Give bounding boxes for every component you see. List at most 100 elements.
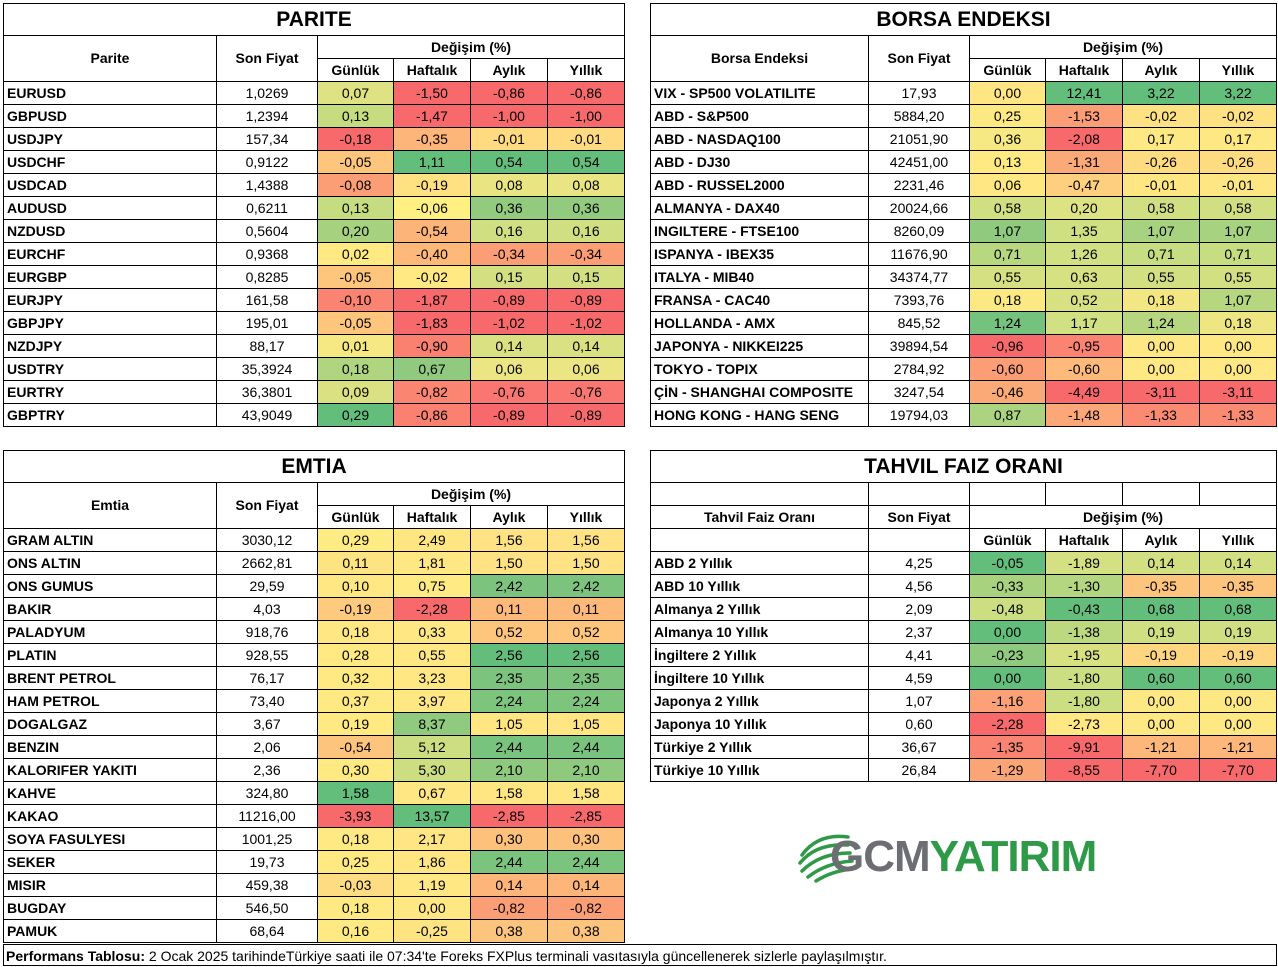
change-cell: -0,02 — [1199, 104, 1277, 128]
row-price: 36,67 — [868, 735, 970, 759]
col-name-header: Tahvil Faiz Oranı — [650, 505, 869, 529]
row-price: 35,3924 — [216, 357, 318, 381]
row-name: TOKYO - TOPIX — [650, 357, 869, 381]
row-price: 88,17 — [216, 334, 318, 358]
row-name: ISPANYA - IBEX35 — [650, 242, 869, 266]
emtia-panel: EMTIA Emtia Son Fiyat Değişim (%) Günlük… — [3, 450, 625, 943]
table-row: KAHVE 324,80 1,58 0,67 1,58 1,58 — [3, 781, 625, 805]
row-name: ABD 10 Yıllık — [650, 574, 869, 598]
row-name: SEKER — [3, 850, 217, 874]
tahvil-table: TAHVIL FAIZ ORANI Tahvil Faiz Oranı Son … — [650, 450, 1277, 782]
change-cell: -1,00 — [470, 104, 548, 128]
change-cell: 0,29 — [317, 528, 394, 552]
row-name: PAMUK — [3, 919, 217, 943]
logo-yatirim-text: YATIRIM — [929, 832, 1098, 881]
change-cell: -0,95 — [1045, 334, 1123, 358]
change-cell: -1,95 — [1045, 643, 1123, 667]
change-cell: -0,01 — [1122, 173, 1200, 197]
change-cell: 0,38 — [547, 919, 625, 943]
change-cell: 1,35 — [1045, 219, 1123, 243]
change-cell: -9,91 — [1045, 735, 1123, 759]
period-header: Haftalık — [393, 505, 471, 529]
change-cell: 0,71 — [1199, 242, 1277, 266]
change-cell: 0,19 — [1199, 620, 1277, 644]
change-cell: 12,41 — [1045, 81, 1123, 105]
row-price: 39894,54 — [868, 334, 970, 358]
row-name: USDCAD — [3, 173, 217, 197]
change-cell: -0,86 — [393, 403, 471, 427]
change-cell: 0,09 — [317, 380, 394, 404]
change-cell: -4,49 — [1045, 380, 1123, 404]
table-row: GBPJPY 195,01 -0,05 -1,83 -1,02 -1,02 — [3, 311, 625, 335]
row-price: 26,84 — [868, 758, 970, 782]
row-name: MISIR — [3, 873, 217, 897]
change-cell: -2,85 — [547, 804, 625, 828]
change-cell: 0,20 — [1045, 196, 1123, 220]
change-cell: 0,33 — [393, 620, 471, 644]
change-cell: -1,38 — [1045, 620, 1123, 644]
table-row: USDCAD 1,4388 -0,08 -0,19 0,08 0,08 — [3, 173, 625, 197]
change-cell: 1,07 — [1122, 219, 1200, 243]
change-cell: 0,16 — [470, 219, 548, 243]
table-row: BAKIR 4,03 -0,19 -2,28 0,11 0,11 — [3, 597, 625, 621]
table-row: INGILTERE - FTSE100 8260,09 1,07 1,35 1,07 1,… — [650, 219, 1277, 243]
borsa-table: BORSA ENDEKSI Borsa Endeksi Son Fiyat De… — [650, 3, 1277, 427]
table-row: HONG KONG - HANG SENG 19794,03 0,87 -1,48 -1… — [650, 403, 1277, 427]
row-name: HONG KONG - HANG SENG — [650, 403, 869, 427]
change-cell: -0,26 — [1122, 150, 1200, 174]
change-cell: -0,60 — [1045, 357, 1123, 381]
change-cell: 2,10 — [547, 758, 625, 782]
change-cell: 0,60 — [1122, 666, 1200, 690]
change-cell: 0,58 — [1199, 196, 1277, 220]
row-price: 36,3801 — [216, 380, 318, 404]
change-cell: 0,07 — [317, 81, 394, 105]
row-price: 918,76 — [216, 620, 318, 644]
row-name: SOYA FASULYESI — [3, 827, 217, 851]
change-cell: -0,33 — [969, 574, 1046, 598]
change-cell: -1,48 — [1045, 403, 1123, 427]
change-cell: -0,76 — [470, 380, 548, 404]
row-name: GRAM ALTIN — [3, 528, 217, 552]
row-name: ABD 2 Yıllık — [650, 551, 869, 575]
row-name: ALMANYA - DAX40 — [650, 196, 869, 220]
change-cell: -0,89 — [547, 288, 625, 312]
change-cell: -2,73 — [1045, 712, 1123, 736]
table-row: Japonya 10 Yıllık 0,60 -2,28 -2,73 0,00 0,00 — [650, 712, 1277, 736]
table-row: Japonya 2 Yıllık 1,07 -1,16 -1,80 0,00 0,00 — [650, 689, 1277, 713]
row-price: 19794,03 — [868, 403, 970, 427]
period-header: Haftalık — [393, 58, 471, 82]
table-row: GRAM ALTIN 3030,12 0,29 2,49 1,56 1,56 — [3, 528, 625, 552]
change-cell: 0,28 — [317, 643, 394, 667]
row-name: İngiltere 10 Yıllık — [650, 666, 869, 690]
table-row: ABD - DJ30 42451,00 0,13 -1,31 -0,26 -0,26 — [650, 150, 1277, 174]
row-price: 2,36 — [216, 758, 318, 782]
change-cell: -0,26 — [1199, 150, 1277, 174]
panel-title: EMTIA — [3, 450, 625, 483]
change-cell: -0,43 — [1045, 597, 1123, 621]
change-cell: 0,30 — [317, 758, 394, 782]
row-price: 324,80 — [216, 781, 318, 805]
change-cell: 1,56 — [547, 528, 625, 552]
change-cell: 0,52 — [1045, 288, 1123, 312]
change-cell: -0,34 — [470, 242, 548, 266]
table-row: PAMUK 68,64 0,16 -0,25 0,38 0,38 — [3, 919, 625, 943]
col-name-header: Emtia — [3, 482, 217, 529]
row-price: 2231,46 — [868, 173, 970, 197]
change-cell: 2,24 — [470, 689, 548, 713]
change-cell: -0,86 — [547, 81, 625, 105]
change-cell: 1,07 — [1199, 219, 1277, 243]
table-row: USDJPY 157,34 -0,18 -0,35 -0,01 -0,01 — [3, 127, 625, 151]
change-cell: 0,18 — [317, 827, 394, 851]
table-row: AUDUSD 0,6211 0,13 -0,06 0,36 0,36 — [3, 196, 625, 220]
table-row: Almanya 10 Yıllık 2,37 0,00 -1,38 0,19 0,19 — [650, 620, 1277, 644]
change-cell: 0,15 — [470, 265, 548, 289]
change-cell: 0,01 — [317, 334, 394, 358]
change-cell: -0,96 — [969, 334, 1046, 358]
period-header: Aylık — [1122, 528, 1200, 552]
row-name: AUDUSD — [3, 196, 217, 220]
row-price: 0,9122 — [216, 150, 318, 174]
period-header: Aylık — [470, 58, 548, 82]
change-cell: 3,22 — [1199, 81, 1277, 105]
table-row: İngiltere 2 Yıllık 4,41 -0,23 -1,95 -0,19 -0,… — [650, 643, 1277, 667]
row-price: 7393,76 — [868, 288, 970, 312]
